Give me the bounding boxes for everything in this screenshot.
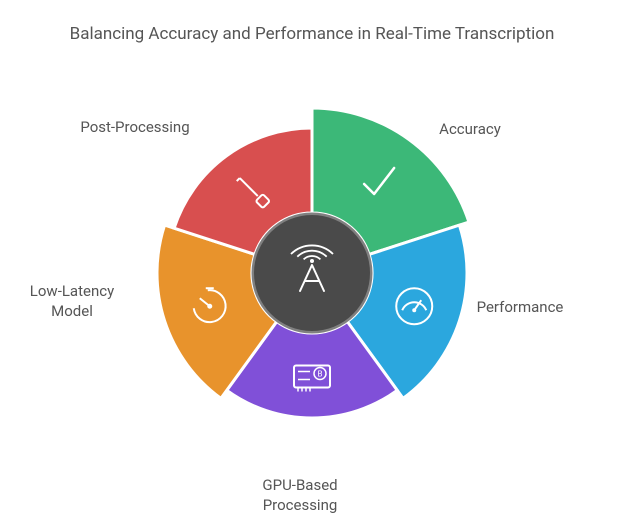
chart-title: Balancing Accuracy and Performance in Re… (0, 24, 624, 44)
segment-label: GPU-BasedProcessing (230, 476, 370, 515)
segment-label: Performance (450, 298, 590, 318)
svg-text:B: B (318, 370, 323, 379)
radial-chart: B (102, 78, 522, 498)
center-hub (254, 215, 370, 331)
segment-label: Post-Processing (65, 118, 205, 138)
segment-label: Accuracy (400, 120, 540, 140)
segment-label: Low-LatencyModel (2, 282, 142, 321)
